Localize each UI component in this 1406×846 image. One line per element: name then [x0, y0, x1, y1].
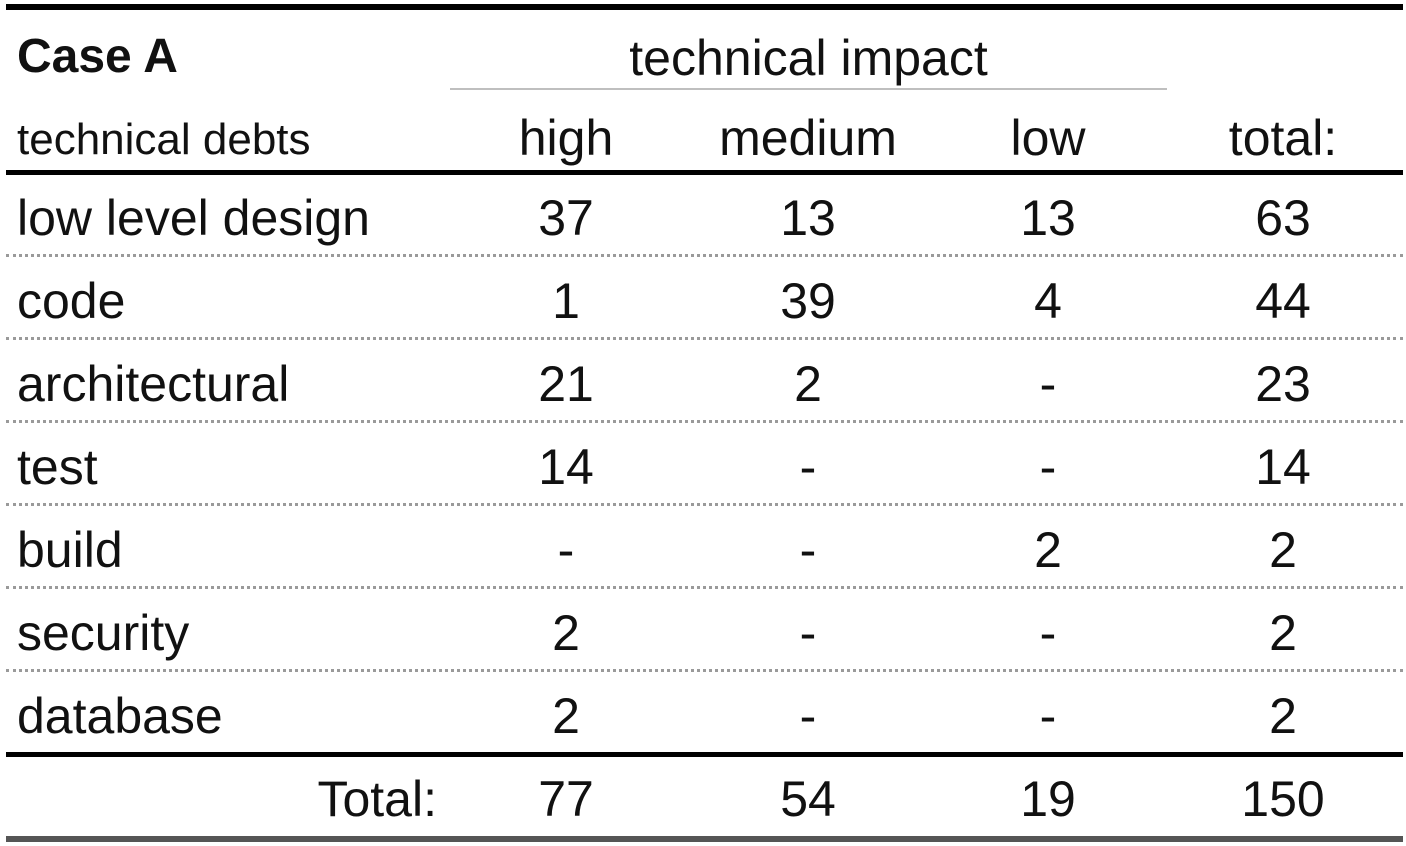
column-header-medium: medium: [719, 110, 897, 166]
row-divider: [6, 669, 1403, 672]
cell-low: -: [1039, 605, 1057, 661]
row-label: build: [17, 522, 123, 578]
top-rule: [6, 4, 1403, 10]
cell-medium: -: [799, 439, 817, 495]
total-high: 77: [538, 771, 594, 827]
row-divider: [6, 337, 1403, 340]
cell-low: -: [1039, 439, 1057, 495]
cell-low: 4: [1034, 273, 1062, 329]
total-low: 19: [1020, 771, 1076, 827]
row-label: architectural: [17, 356, 290, 412]
cell-high: 37: [538, 190, 594, 246]
cell-high: 1: [552, 273, 580, 329]
row-label: code: [17, 273, 126, 329]
total-total: 150: [1241, 771, 1325, 827]
cell-total: 44: [1255, 273, 1311, 329]
cell-total: 14: [1255, 439, 1311, 495]
row-divider: [6, 254, 1403, 257]
cell-total: 63: [1255, 190, 1311, 246]
column-header-high: high: [518, 110, 614, 166]
total-medium: 54: [780, 771, 836, 827]
table-title: Case A: [17, 30, 178, 83]
cell-high: 2: [552, 688, 580, 744]
bottom-rule: [6, 836, 1403, 842]
header-rule: [6, 170, 1403, 175]
total-rule: [6, 752, 1403, 757]
cell-high: -: [557, 522, 575, 578]
group-header: technical impact: [629, 30, 988, 86]
cell-medium: 13: [780, 190, 836, 246]
cell-total: 2: [1269, 605, 1297, 661]
row-label: low level design: [17, 190, 370, 246]
cell-low: -: [1039, 688, 1057, 744]
row-divider: [6, 586, 1403, 589]
group-header-underline: [450, 88, 1167, 90]
row-divider: [6, 503, 1403, 506]
cell-low: 13: [1020, 190, 1076, 246]
cell-medium: -: [799, 688, 817, 744]
cell-total: 23: [1255, 356, 1311, 412]
stub-header: technical debts: [17, 115, 311, 164]
cell-medium: -: [799, 522, 817, 578]
cell-total: 2: [1269, 688, 1297, 744]
cell-high: 14: [538, 439, 594, 495]
row-label: security: [17, 605, 190, 661]
cell-high: 2: [552, 605, 580, 661]
cell-total: 2: [1269, 522, 1297, 578]
cell-low: 2: [1034, 522, 1062, 578]
total-label: Total:: [317, 771, 437, 827]
cell-low: -: [1039, 356, 1057, 412]
column-header-low: low: [1010, 110, 1086, 166]
cell-medium: 39: [780, 273, 836, 329]
row-divider: [6, 420, 1403, 423]
column-header-total: total:: [1228, 110, 1338, 166]
row-label: test: [17, 439, 98, 495]
row-label: database: [17, 688, 223, 744]
cell-medium: -: [799, 605, 817, 661]
cell-medium: 2: [794, 356, 822, 412]
cell-high: 21: [538, 356, 594, 412]
